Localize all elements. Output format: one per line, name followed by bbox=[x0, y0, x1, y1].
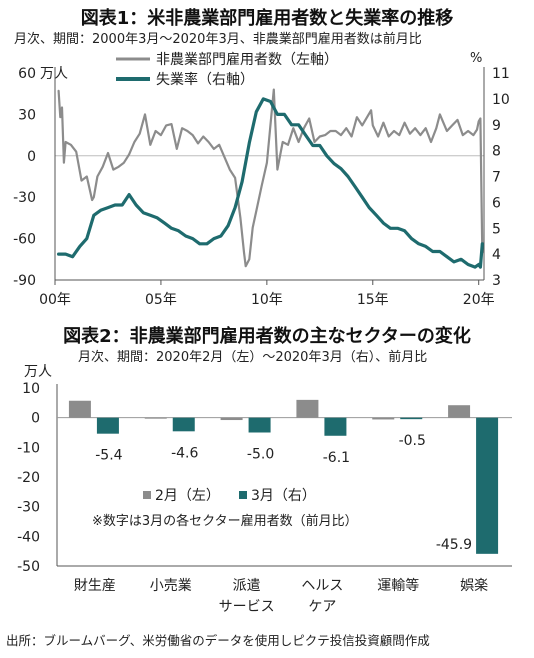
y-left-tick-label: -60 bbox=[13, 232, 36, 248]
data-label: -4.6 bbox=[171, 445, 198, 461]
y-right-tick-label: 11 bbox=[492, 66, 510, 82]
category-label: 娯楽 bbox=[460, 578, 488, 594]
y-right-tick-label: 10 bbox=[492, 92, 510, 108]
series-line-unemployment bbox=[57, 97, 484, 269]
bar bbox=[172, 417, 195, 432]
legend-swatch bbox=[143, 491, 151, 499]
y-right-tick-label: 6 bbox=[492, 195, 501, 211]
y-left-unit: 万人 bbox=[40, 66, 68, 82]
legend-label: 3月（右） bbox=[251, 488, 316, 504]
y-left-tick-label: 0 bbox=[27, 149, 36, 165]
y-tick-label: -20 bbox=[17, 470, 40, 486]
y-unit: 万人 bbox=[24, 364, 52, 380]
bar bbox=[220, 417, 243, 421]
data-label: -45.9 bbox=[436, 537, 472, 553]
y-left-tick-label: -30 bbox=[13, 190, 36, 206]
bar bbox=[296, 399, 319, 418]
chart2-svg: 10 0 -10 -20 -30 -40 -50 万人 -5.4 財生産 -4.6 小売業 -5.0 派遣… bbox=[17, 364, 512, 615]
data-label: -0.5 bbox=[399, 433, 426, 449]
legend-label: 2月（左） bbox=[155, 488, 220, 504]
legend-label: 非農業部門雇用者数（左軸） bbox=[156, 51, 338, 68]
bar bbox=[476, 417, 499, 554]
data-label: -5.4 bbox=[95, 448, 122, 464]
y-right-tick-label: 8 bbox=[492, 144, 501, 160]
bar bbox=[400, 417, 423, 420]
data-label: -5.0 bbox=[247, 447, 274, 463]
chart1-title: 図表1：米非農業部門雇用者数と失業率の推移 bbox=[80, 8, 454, 29]
y-left-tick-label: -90 bbox=[13, 273, 36, 289]
chart2-subtitle: 月次、期間：2020年2月（左）～2020年3月（右）、前月比 bbox=[78, 350, 428, 365]
annotation-note: ※数字は3月の各セクター雇用者数（前月比） bbox=[92, 513, 358, 529]
category-label: 運輸等 bbox=[377, 577, 419, 594]
category-label: 派遣 bbox=[233, 578, 261, 594]
y-left-tick-label: 30 bbox=[18, 107, 36, 123]
y-tick-label: 0 bbox=[31, 411, 40, 427]
y-tick-label: -30 bbox=[17, 500, 40, 516]
bar bbox=[372, 417, 395, 420]
x-tick-label: 05年 bbox=[145, 292, 177, 308]
y-tick-label: 10 bbox=[22, 381, 40, 397]
y-left-tick-label: 60 bbox=[18, 66, 36, 82]
source-note: 出所：ブルームバーグ、米労働省のデータを使用しピクテ投信投資顧問作成 bbox=[6, 633, 430, 648]
category-label: 財生産 bbox=[74, 578, 116, 594]
category-label: サービス bbox=[219, 599, 275, 615]
y-tick-label: -50 bbox=[17, 559, 40, 575]
bar bbox=[144, 417, 167, 419]
y-tick-label: -10 bbox=[17, 440, 40, 456]
x-tick-label: 15年 bbox=[357, 292, 389, 308]
y-right-tick-label: 4 bbox=[492, 247, 501, 263]
y-tick-label: -40 bbox=[17, 529, 40, 545]
legend-label: 失業率（右軸） bbox=[156, 71, 254, 88]
y-right-tick-label: 3 bbox=[492, 273, 501, 289]
y-right-tick-label: 7 bbox=[492, 170, 501, 186]
category-label: ケア bbox=[308, 599, 336, 615]
data-label: -6.1 bbox=[323, 450, 350, 466]
chart1-svg: 60 30 0 -30 -60 -90 11 10 9 8 7 6 5 4 3 万人% 00年 05年 10年 15年… bbox=[13, 51, 510, 308]
x-tick-label: 00年 bbox=[39, 292, 71, 308]
bar bbox=[68, 400, 91, 418]
bar bbox=[324, 417, 347, 436]
category-label: ヘルス bbox=[301, 578, 343, 594]
chart2-title: 図表2：非農業部門雇用者数の主なセクターの変化 bbox=[63, 326, 471, 347]
bar bbox=[248, 417, 271, 433]
y-right-tick-label: 5 bbox=[492, 221, 501, 237]
y-right-tick-label: 9 bbox=[492, 118, 501, 134]
x-tick-label: 20年 bbox=[463, 292, 495, 308]
y-right-unit: % bbox=[470, 51, 482, 66]
bar bbox=[448, 405, 471, 418]
legend-swatch bbox=[239, 491, 247, 499]
series-line-payrolls bbox=[57, 88, 484, 268]
x-tick-label: 10年 bbox=[251, 292, 283, 308]
bar bbox=[96, 417, 119, 434]
chart1-subtitle: 月次、期間：2000年3月～2020年3月、非農業部門雇用者数は前月比 bbox=[14, 32, 422, 47]
category-label: 小売業 bbox=[150, 578, 192, 594]
